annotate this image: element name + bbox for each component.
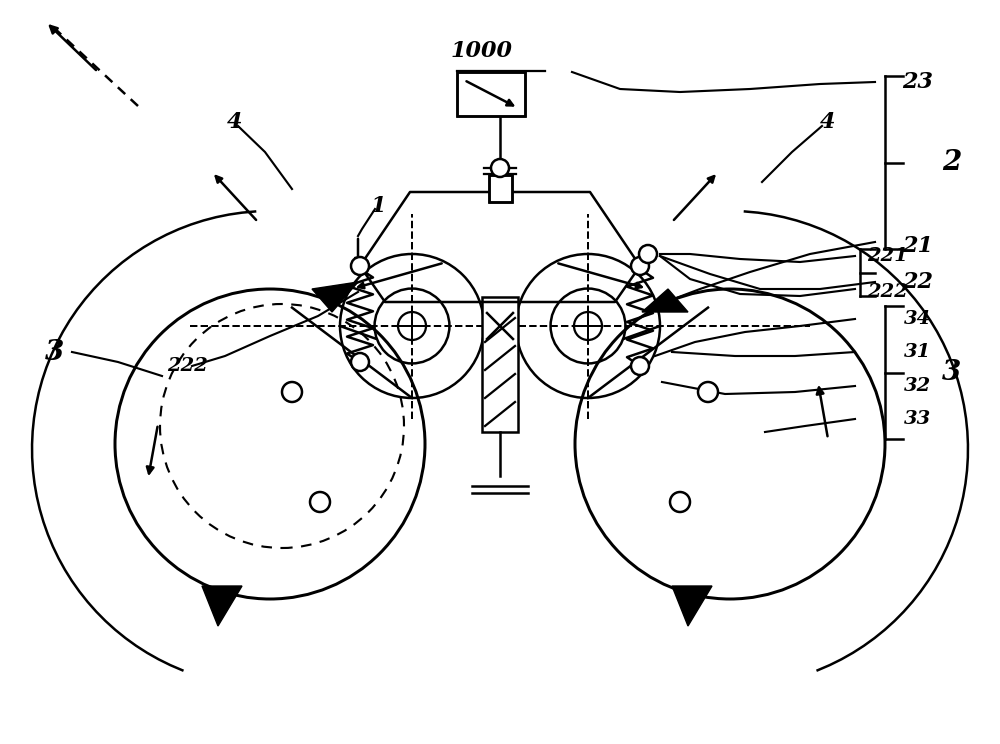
Text: 222: 222: [168, 357, 208, 375]
Text: 23: 23: [902, 71, 934, 93]
Text: 34: 34: [904, 310, 932, 328]
Bar: [457, 72, 525, 116]
Circle shape: [670, 492, 690, 512]
Bar: [457, 72, 525, 116]
Text: 4: 4: [227, 111, 243, 133]
Polygon shape: [312, 282, 358, 312]
Circle shape: [351, 353, 369, 371]
Polygon shape: [642, 289, 688, 312]
Circle shape: [631, 257, 649, 275]
Bar: [489, 175, 512, 202]
Text: 22: 22: [902, 271, 934, 293]
Bar: [482, 297, 518, 432]
Text: 3: 3: [45, 339, 65, 365]
Text: 221: 221: [868, 247, 908, 265]
Circle shape: [491, 159, 509, 177]
Circle shape: [351, 257, 369, 275]
Circle shape: [310, 492, 330, 512]
Circle shape: [631, 357, 649, 375]
Text: 31: 31: [904, 343, 932, 361]
Polygon shape: [672, 586, 712, 626]
Text: 2: 2: [942, 149, 962, 176]
Text: 21: 21: [902, 235, 934, 257]
Circle shape: [639, 245, 657, 263]
Text: 32: 32: [904, 377, 932, 395]
Text: 222: 222: [868, 283, 908, 301]
Circle shape: [698, 382, 718, 402]
Text: 1000: 1000: [451, 40, 513, 62]
Text: 4: 4: [820, 111, 836, 133]
Circle shape: [282, 382, 302, 402]
Text: 33: 33: [904, 410, 932, 428]
Polygon shape: [202, 586, 242, 626]
Text: 1: 1: [370, 195, 386, 217]
Bar: [489, 175, 512, 202]
Text: 3: 3: [942, 359, 962, 385]
